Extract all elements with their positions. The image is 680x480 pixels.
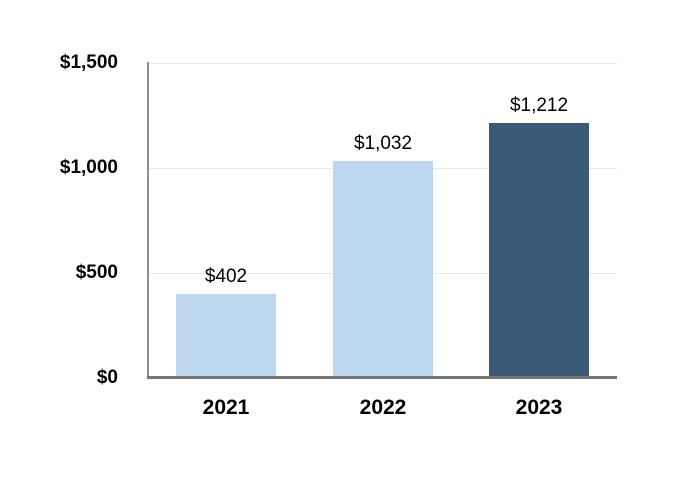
x-tick-label-2021: 2021 — [202, 396, 250, 419]
bar-value-label-2023: $1,212 — [509, 95, 569, 116]
y-tick-label-1000: $1,000 — [59, 157, 118, 178]
x-tick-label-2022: 2022 — [359, 396, 407, 419]
x-tick-label-2023: 2023 — [515, 396, 563, 419]
y-tick-label-1500: $1,500 — [59, 52, 118, 73]
y-tick-label-0: $0 — [96, 367, 118, 388]
bar-2022 — [333, 161, 433, 378]
y-tick-label-500: $500 — [75, 262, 118, 283]
bar-value-label-2021: $402 — [204, 266, 248, 287]
x-axis-line — [147, 376, 617, 379]
bar-value-label-2022: $1,032 — [353, 133, 413, 154]
bar-2023 — [489, 123, 589, 378]
gridline-1500 — [149, 63, 617, 64]
y-axis-line — [147, 62, 149, 379]
bar-2021 — [176, 294, 276, 378]
